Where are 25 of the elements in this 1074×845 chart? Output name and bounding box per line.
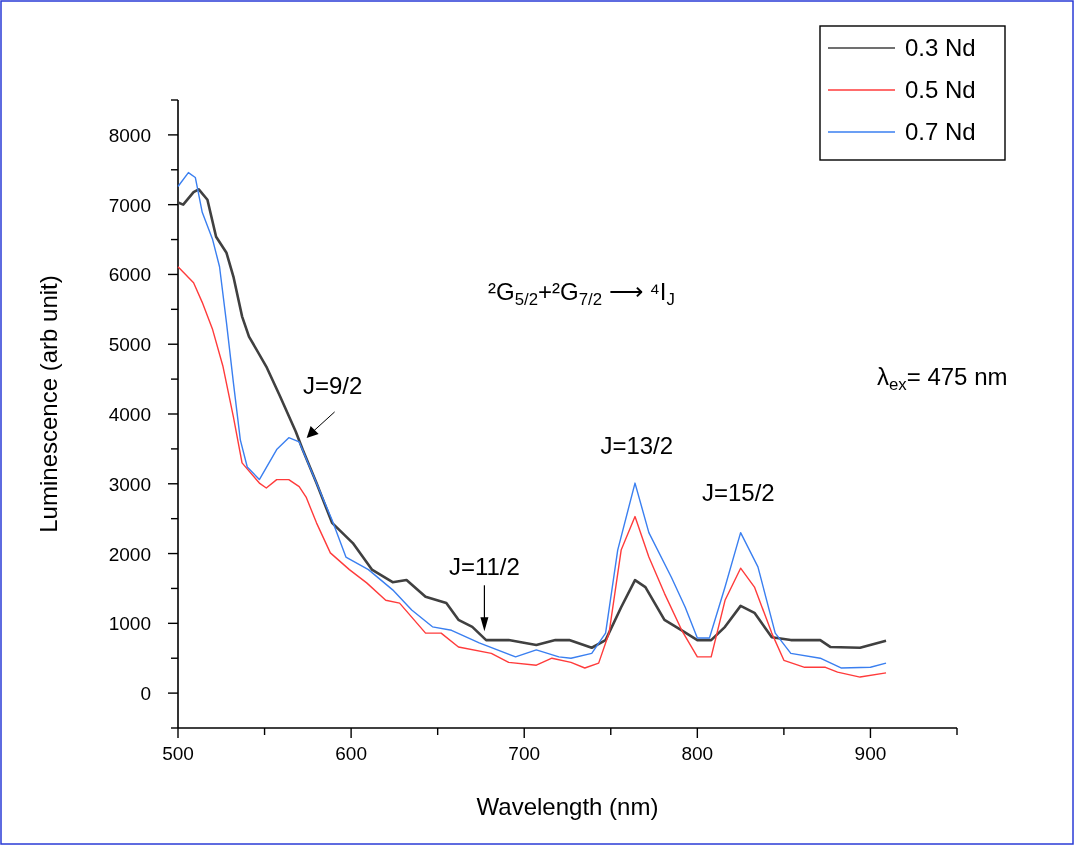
annotation: ²G$_{5/2}$+²G$_{7/2}$ ⟶ ⁴I$_{J}$: [488, 278, 675, 310]
y-tick-label: 3000: [108, 473, 151, 495]
annotation: J=15/2: [701, 478, 775, 506]
y-tick-label: 5000: [108, 334, 151, 356]
annotation: J=13/2: [600, 431, 674, 459]
x-tick-label: 900: [854, 743, 887, 764]
y-tick-label: 1000: [108, 613, 151, 635]
legend-label: 0.5 Nd: [905, 76, 976, 103]
annotation: λ$_{ex}$= 475 nm: [877, 363, 1008, 395]
y-tick-label: 6000: [108, 264, 151, 286]
legend-label: 0.7 Nd: [905, 118, 976, 145]
y-axis-title: Luminescence (arb unit): [35, 275, 62, 533]
y-tick-label: 4000: [108, 404, 151, 425]
y-tick-label: 8000: [108, 124, 151, 146]
annotation: J=9/2: [302, 371, 363, 399]
y-tick-label: 7000: [108, 194, 151, 216]
x-tick-label: 800: [681, 743, 714, 764]
x-tick-label: 700: [508, 743, 541, 764]
y-tick-label: 0: [140, 683, 151, 705]
annotation: J=11/2: [448, 553, 520, 581]
legend-label: 0.3 Nd: [905, 34, 976, 61]
x-tick-label: 600: [335, 743, 367, 764]
x-axis-title: Wavelength (nm): [476, 793, 659, 820]
y-tick-label: 2000: [108, 543, 151, 565]
x-tick-label: 500: [162, 743, 194, 764]
